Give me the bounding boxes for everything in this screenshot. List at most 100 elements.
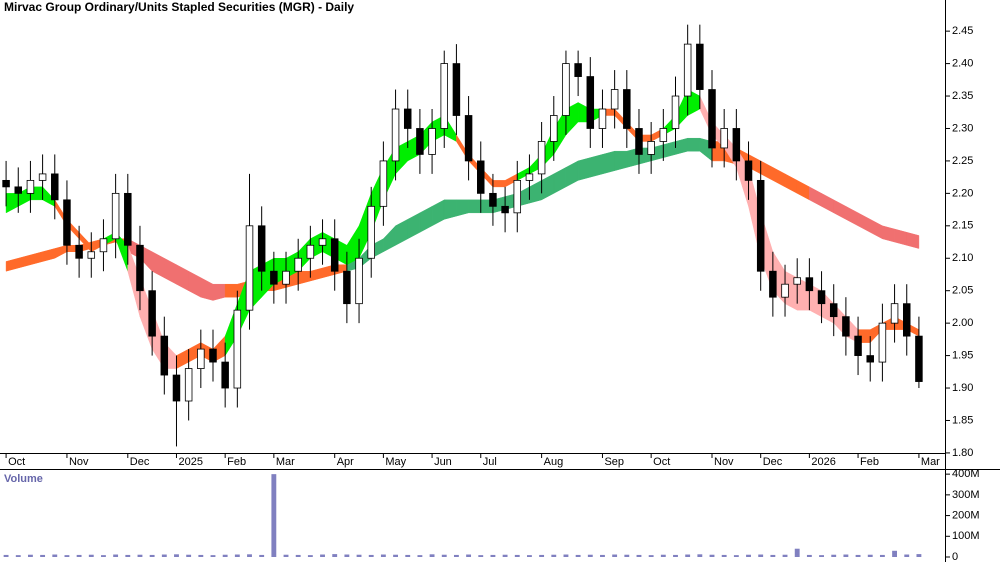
ribbon-segment [224, 283, 238, 298]
volume-bar [368, 554, 374, 557]
volume-bar [843, 554, 849, 557]
candle-body [708, 89, 716, 149]
volume-bar [198, 554, 204, 557]
candle-body [38, 173, 47, 181]
volume-bar [733, 555, 739, 557]
volume-bar [794, 548, 800, 557]
x-tick-label: Mar [921, 456, 940, 468]
volume-bar [806, 554, 812, 557]
y-tick-label: 2.40 [952, 57, 973, 69]
candle-body [610, 89, 619, 110]
volume-bar [600, 554, 605, 557]
candle-body [647, 141, 655, 155]
y-tick-label: 300M [952, 489, 980, 501]
candle-body [2, 179, 10, 188]
candle-body [598, 108, 607, 129]
x-tick-label: Jul [483, 456, 497, 468]
volume-bar [855, 554, 861, 557]
volume-bar [259, 554, 265, 557]
candle-body [878, 322, 887, 363]
candle-body [63, 199, 71, 246]
volume-bar [636, 554, 642, 557]
candle-body [306, 244, 315, 259]
volume-bar [405, 554, 411, 557]
ribbon-segment [590, 154, 603, 178]
volume-bar [527, 555, 532, 557]
candle-body [902, 303, 911, 337]
candle-body [842, 316, 850, 337]
candle-body [379, 160, 388, 207]
volume-bar [551, 554, 557, 557]
candle-body [136, 244, 144, 292]
candle-body [391, 108, 400, 162]
candle-body [537, 141, 546, 175]
y-tick-label: 400M [952, 468, 980, 480]
volume-bar [563, 554, 569, 557]
volume-bar [234, 554, 240, 557]
candle-body [75, 244, 83, 259]
volume-bar [612, 554, 618, 557]
candle-body [233, 309, 242, 389]
chart-title: Mirvac Group Ordinary/Units Stapled Secu… [4, 0, 354, 14]
x-tick-label: Dec [763, 456, 783, 468]
volume-bar [892, 550, 898, 557]
volume-bar [271, 474, 277, 557]
candle-body [866, 355, 874, 363]
volume-bar [283, 554, 289, 557]
candle-body [111, 192, 120, 240]
x-tick-label: Aug [544, 456, 564, 468]
candle-body [915, 335, 923, 382]
volume-bar [417, 555, 423, 557]
candle-body [854, 335, 862, 356]
candle-body [732, 128, 741, 162]
volume-bar [478, 555, 484, 557]
candle-body [160, 335, 169, 376]
candle-body [14, 186, 23, 194]
ribbon-segment [906, 231, 920, 249]
x-tick-label: Oct [8, 456, 25, 468]
ribbon-segment [577, 157, 591, 181]
volume-bar [685, 554, 691, 557]
candle-body [756, 179, 765, 272]
candle-body [793, 277, 801, 285]
candle-body [635, 128, 643, 155]
volume-bar [222, 554, 228, 557]
x-tick-label: 2025 [178, 456, 202, 468]
volume-bar [782, 554, 788, 557]
candle-body [148, 290, 156, 337]
x-tick-label: Oct [653, 456, 670, 468]
candle-body [416, 128, 424, 155]
volume-bar [660, 554, 666, 557]
volume-bar [770, 554, 776, 557]
volume-bar [466, 554, 472, 557]
volume-bar [174, 554, 179, 557]
candle-body [550, 115, 558, 142]
y-tick-label: 2.25 [952, 155, 973, 167]
volume-bar [879, 554, 885, 557]
candle-body [245, 225, 254, 311]
x-tick-label: Dec [130, 456, 150, 468]
volume-bar [721, 554, 727, 557]
candle-body [318, 238, 327, 246]
candle-body [197, 348, 205, 369]
volume-bar [64, 555, 70, 557]
x-tick-label: May [385, 456, 406, 468]
volume-bar [161, 554, 167, 557]
volume-bar [429, 554, 435, 557]
x-tick-label: Apr [337, 456, 354, 468]
candle-body [623, 89, 631, 129]
y-tick-label: 2.20 [952, 187, 973, 199]
volume-bar [356, 554, 362, 557]
x-tick-label: Feb [860, 456, 879, 468]
candle-body [501, 205, 509, 214]
candle-body [696, 43, 704, 90]
volume-bar [673, 554, 678, 557]
candle-body [769, 270, 777, 298]
volume-bar [648, 555, 654, 557]
volume-bar [709, 554, 715, 557]
volume-bar [332, 554, 338, 557]
candle-body [671, 95, 680, 129]
candle-body [51, 173, 59, 201]
volume-bar [88, 554, 94, 557]
